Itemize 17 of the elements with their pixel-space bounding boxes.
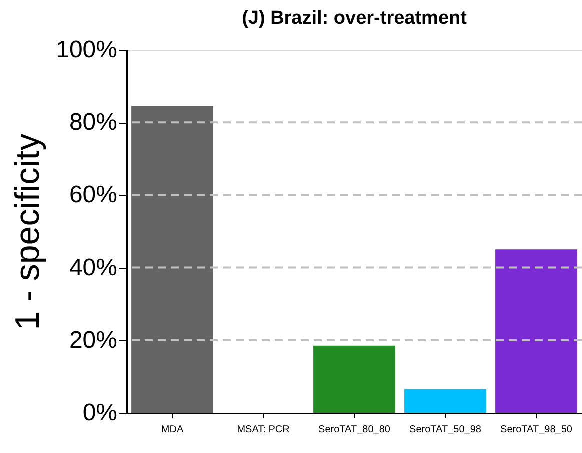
x-tick-label: MSAT: PCR xyxy=(237,424,290,436)
x-tick-label: SeroTAT_98_50 xyxy=(500,424,573,436)
bar xyxy=(404,389,486,413)
y-axis-title: 1 - specificity xyxy=(9,134,48,330)
y-tick-label: 20% xyxy=(69,326,118,354)
y-tick-label: 40% xyxy=(69,254,118,282)
y-tick-label: 100% xyxy=(56,36,118,64)
x-tick-label: SeroTAT_50_98 xyxy=(410,424,482,436)
bar xyxy=(132,106,214,413)
chart-title: (J) Brazil: over-treatment xyxy=(242,8,468,29)
bar xyxy=(314,346,396,413)
x-tick-label: SeroTAT_80_80 xyxy=(318,424,391,436)
y-tick-label: 60% xyxy=(69,182,118,209)
x-tick-label: MDA xyxy=(161,424,184,436)
bar xyxy=(496,250,578,413)
y-tick-label: 80% xyxy=(69,109,118,136)
y-tick-label: 0% xyxy=(82,400,118,426)
